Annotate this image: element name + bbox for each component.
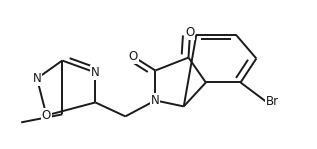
Text: N: N [33, 72, 41, 85]
Text: N: N [151, 94, 160, 107]
Text: Br: Br [266, 95, 279, 108]
Text: N: N [91, 66, 100, 79]
Text: O: O [42, 109, 51, 122]
Text: O: O [185, 26, 195, 39]
Text: O: O [129, 50, 138, 63]
